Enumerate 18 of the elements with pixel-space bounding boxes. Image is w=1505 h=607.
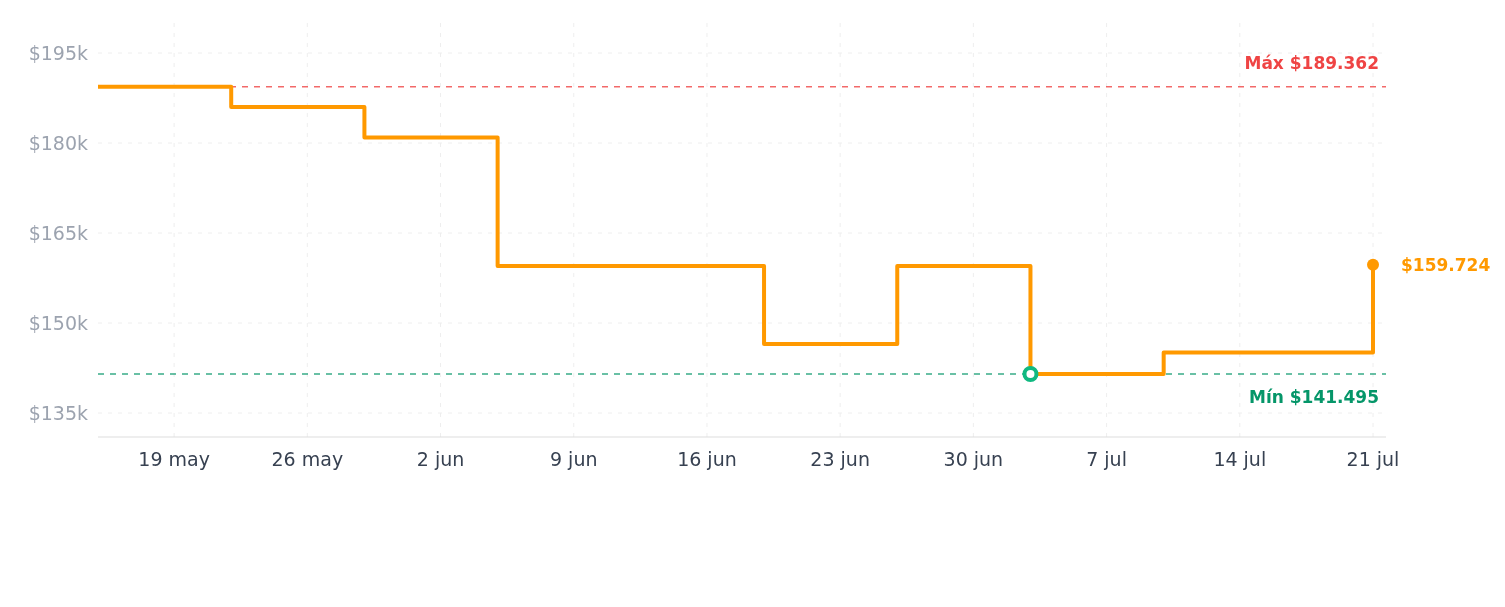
x-tick-label: 9 jun	[550, 448, 598, 470]
x-tick-label: 23 jun	[810, 448, 870, 470]
y-tick-label: $180k	[28, 131, 88, 154]
y-tick-label: $135k	[28, 401, 88, 424]
x-tick-label: 19 may	[138, 448, 210, 470]
ref-line-label: Máx $189.362	[1244, 52, 1379, 73]
annotation: $159.724	[1401, 254, 1491, 275]
x-tick-label: 21 jul	[1346, 448, 1400, 470]
x-tick-label: 26 may	[271, 448, 344, 470]
y-tick-label: $150k	[28, 311, 88, 334]
x-tick-label: 14 jul	[1213, 448, 1267, 470]
x-tick-label: 16 jun	[677, 448, 737, 470]
x-tick-label: 30 jun	[943, 448, 1004, 470]
x-tick-label: 2 jun	[416, 448, 465, 470]
x-tick-label: 7 jul	[1086, 448, 1127, 470]
y-tick-label: $165k	[28, 221, 88, 244]
ref-line-label: Mín $141.495	[1248, 387, 1379, 408]
y-tick-label: $195k	[28, 41, 88, 64]
